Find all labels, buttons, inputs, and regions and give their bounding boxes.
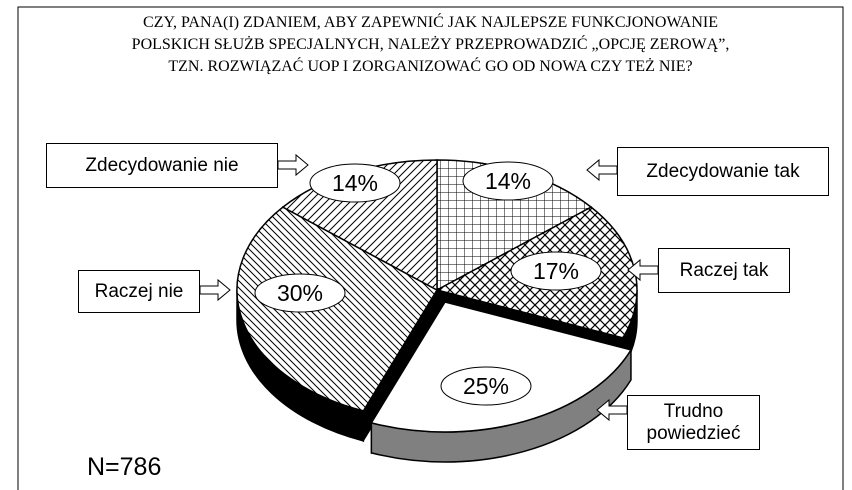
- value-label: 30%: [277, 280, 323, 306]
- label-arrow: [277, 153, 309, 177]
- annotation: N=786: [87, 453, 162, 481]
- label-arrow: [596, 398, 628, 422]
- category-label: Raczej tak: [658, 248, 790, 293]
- value-label: 14%: [332, 170, 378, 196]
- value-label-bg: [510, 251, 602, 291]
- category-label: Trudno powiedzieć: [627, 395, 760, 450]
- category-label: Zdecydowanie nie: [46, 143, 278, 188]
- label-arrow: [199, 278, 231, 302]
- value-label: 17%: [533, 258, 579, 284]
- slice: [370, 301, 633, 433]
- value-label-bg: [254, 273, 346, 313]
- title-line: POLSKICH SŁUŻB SPECJALNYCH, NALEŻY PRZEP…: [131, 36, 730, 53]
- value-label-bg: [309, 163, 401, 203]
- category-label: Zdecydowanie tak: [617, 147, 829, 196]
- slice: [236, 206, 439, 412]
- frame: [17, 6, 844, 490]
- title: CZY, PANA(I) ZDANIEM, ABY ZAPEWNIĆ JAK N…: [18, 12, 843, 78]
- value-label-bg: [462, 161, 554, 201]
- label-arrow: [627, 258, 659, 282]
- category-label: Raczej nie: [78, 270, 200, 313]
- value-label: 14%: [485, 168, 531, 194]
- title-line: TZN. ROZWIĄZAĆ UOP I ZORGANIZOWAĆ GO OD …: [168, 58, 693, 75]
- label-arrow: [586, 158, 618, 182]
- title-line: CZY, PANA(I) ZDANIEM, ABY ZAPEWNIĆ JAK N…: [143, 14, 718, 31]
- value-label-bg: [440, 366, 532, 406]
- value-label: 25%: [463, 373, 509, 399]
